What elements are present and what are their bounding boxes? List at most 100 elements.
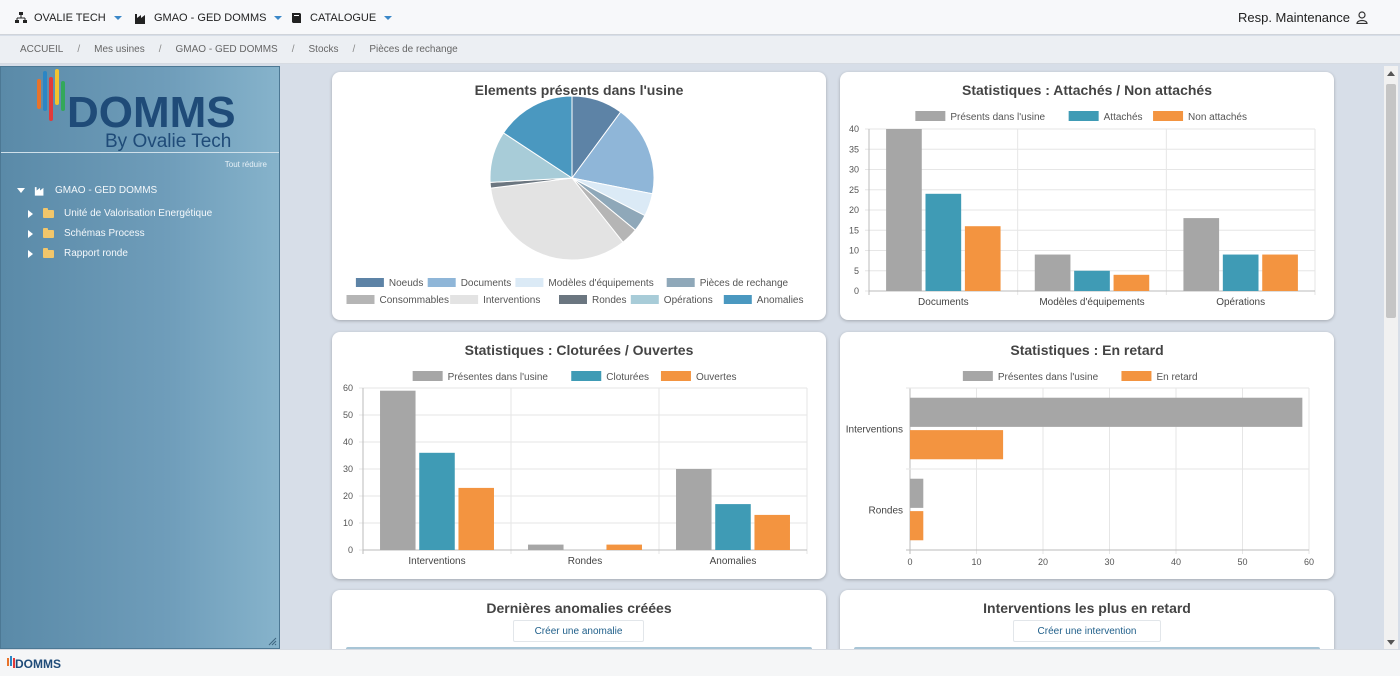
- caret-down-icon: [17, 188, 25, 193]
- card-title-cloturees: Statistiques : Cloturées / Ouvertes: [464, 342, 694, 358]
- domms-logo: DOMMS By Ovalie Tech: [37, 69, 236, 152]
- chevron-down-icon: [274, 15, 283, 20]
- legend-swatch-rondes: [559, 295, 587, 304]
- y-tick-label: 60: [343, 383, 353, 393]
- factory-icon: [135, 13, 145, 24]
- card-title-retard: Statistiques : En retard: [1010, 342, 1164, 358]
- tree-item-rapport-ronde[interactable]: Rapport ronde: [28, 247, 128, 259]
- breadcrumb-accueil[interactable]: ACCUEIL: [20, 44, 64, 55]
- bar-non-attaches-documents: [964, 226, 1001, 291]
- legend-swatch-en-retard: [1121, 371, 1152, 381]
- legend-label-ouvertes: Ouvertes: [696, 372, 737, 383]
- bar-ouvertes-rondes: [606, 544, 642, 550]
- card-en-retard: Statistiques : En retard Présentes dans …: [840, 332, 1334, 579]
- tree-item-schemas-process[interactable]: Schémas Process: [28, 227, 145, 239]
- legend-label-cloturees: Cloturées: [606, 372, 649, 383]
- scroll-up-arrow-icon[interactable]: [1384, 66, 1398, 80]
- x-tick-label: 50: [1237, 557, 1247, 567]
- logo-subtitle: By Ovalie Tech: [105, 131, 231, 152]
- bar-cloturees-interventions: [419, 452, 455, 550]
- legend-swatch-presentes-dans-l-usine: [412, 371, 443, 381]
- bar-presentes-dans-l-usine-interventions: [910, 397, 1303, 427]
- menu-ovalie-tech[interactable]: OVALIE TECH: [14, 0, 122, 35]
- legend-label-anomalies: Anomalies: [757, 295, 804, 306]
- factory-icon: [34, 187, 44, 196]
- card-elements-usine: Elements présents dans l'usine Noeuds Doc…: [332, 72, 826, 320]
- breadcrumb-pieces-de-rechange: Pièces de rechange: [369, 44, 458, 55]
- menu-gmao[interactable]: GMAO - GED DOMMS: [134, 0, 283, 35]
- bar-presentes-dans-l-usine-rondes: [528, 544, 564, 550]
- bar-attaches-modeles-d-equipements: [1074, 270, 1110, 291]
- legend-label-interventions: Interventions: [483, 295, 540, 306]
- legend-swatch-presentes-dans-l-usine: [962, 371, 993, 381]
- legend-label-presents-dans-l-usine: Présents dans l'usine: [950, 112, 1045, 123]
- tree-item-label: Rapport ronde: [64, 248, 128, 259]
- caret-right-icon: [28, 229, 33, 238]
- card-title-attaches: Statistiques : Attachés / Non attachés: [962, 82, 1212, 98]
- page-scrollbar[interactable]: [1384, 66, 1398, 649]
- card-attaches: Statistiques : Attachés / Non attachés P…: [840, 72, 1334, 320]
- x-tick-label: 0: [907, 557, 912, 567]
- legend-swatch-modeles-d-equipements: [515, 278, 544, 287]
- y-tick-label: 20: [343, 491, 353, 501]
- user-role-label: Resp. Maintenance: [1237, 10, 1350, 25]
- y-tick-label: 40: [343, 437, 353, 447]
- legend-label-pieces-de-rechange: Pièces de rechange: [700, 278, 789, 289]
- y-tick-label: 0: [348, 545, 353, 555]
- x-tick-label: 30: [1104, 557, 1114, 567]
- folder-icon: [43, 207, 54, 218]
- bar-chart-retard: Présentes dans l'usine En retard 0 10 20 30 40…: [846, 371, 1314, 567]
- pie-slice-interventions: [490, 177, 624, 261]
- bar-cloturees-anomalies: [715, 504, 751, 550]
- y-tick-label: 10: [343, 518, 353, 528]
- legend-swatch-noeuds: [355, 278, 384, 287]
- folder-icon: [43, 227, 54, 238]
- footer: DOMMS: [0, 649, 1400, 676]
- bar-presentes-dans-l-usine-rondes: [910, 478, 924, 508]
- caret-right-icon: [28, 209, 33, 218]
- breadcrumb-mes-usines[interactable]: Mes usines: [94, 44, 145, 55]
- legend-label-operations: Opérations: [664, 295, 713, 306]
- scrollbar-thumb[interactable]: [1386, 84, 1396, 318]
- bar-chart-attaches: Présents dans l'usine Attachés Non attaché…: [849, 111, 1316, 308]
- logo-area: DOMMS By Ovalie Tech: [1, 67, 279, 153]
- bar-ouvertes-interventions: [458, 487, 494, 550]
- sidebar: DOMMS By Ovalie Tech Tout réduire GMAO -…: [0, 66, 280, 649]
- chevron-down-icon: [113, 15, 122, 20]
- create-anomaly-button[interactable]: Créer une anomalie: [513, 620, 644, 642]
- card-title-anomalies: Dernières anomalies créées: [486, 600, 672, 616]
- breadcrumb-separator: /: [291, 44, 295, 55]
- bar-chart-cloturees: Présentes dans l'usine Cloturées Ouvertes 0…: [343, 371, 808, 567]
- tree-item-unite-valorisation[interactable]: Unité de Valorisation Energétique: [28, 207, 212, 219]
- bar-ouvertes-anomalies: [754, 514, 790, 550]
- create-intervention-button[interactable]: Créer une intervention: [1013, 620, 1161, 642]
- legend-swatch-pieces-de-rechange: [666, 278, 695, 287]
- legend-label-noeuds: Noeuds: [389, 278, 423, 289]
- legend-swatch-non-attaches: [1153, 111, 1184, 121]
- y-tick-label: 15: [849, 225, 859, 235]
- y-tick-label: 10: [849, 246, 859, 256]
- scroll-down-arrow-icon[interactable]: [1384, 635, 1398, 649]
- bar-presents-dans-l-usine-operations: [1183, 218, 1220, 291]
- tree-root-gmao[interactable]: GMAO - GED DOMMS: [17, 185, 157, 196]
- y-tick-label: Interventions: [846, 425, 903, 436]
- legend-swatch-interventions: [450, 295, 479, 304]
- pie-chart: Noeuds Documents Modèles d'équipements Pièc…: [346, 95, 804, 306]
- collapse-all-link[interactable]: Tout réduire: [224, 160, 267, 169]
- top-navbar: OVALIE TECH GMAO - GED DOMMS CATALOGUE R…: [0, 0, 1400, 35]
- y-tick-label: Rondes: [869, 506, 903, 517]
- footer-logo-text: DOMMS: [15, 657, 61, 671]
- menu-catalogue[interactable]: CATALOGUE: [290, 0, 393, 35]
- y-tick-label: 40: [849, 124, 859, 134]
- breadcrumb-stocks[interactable]: Stocks: [308, 44, 339, 55]
- legend-label-consommables: Consommables: [380, 295, 449, 306]
- card-dernieres-anomalies: Dernières anomalies créées Créer une ano…: [332, 590, 826, 660]
- legend-label-rondes: Rondes: [592, 295, 626, 306]
- pie-slice-documents: [571, 111, 655, 195]
- bar-en-retard-interventions: [910, 430, 1004, 460]
- user-menu[interactable]: Resp. Maintenance: [1238, 0, 1368, 35]
- resize-grip-icon[interactable]: [268, 637, 277, 646]
- y-tick-label: 0: [854, 286, 859, 296]
- breadcrumb-gmao[interactable]: GMAO - GED DOMMS: [175, 44, 278, 55]
- legend-swatch-cloturees: [571, 371, 602, 381]
